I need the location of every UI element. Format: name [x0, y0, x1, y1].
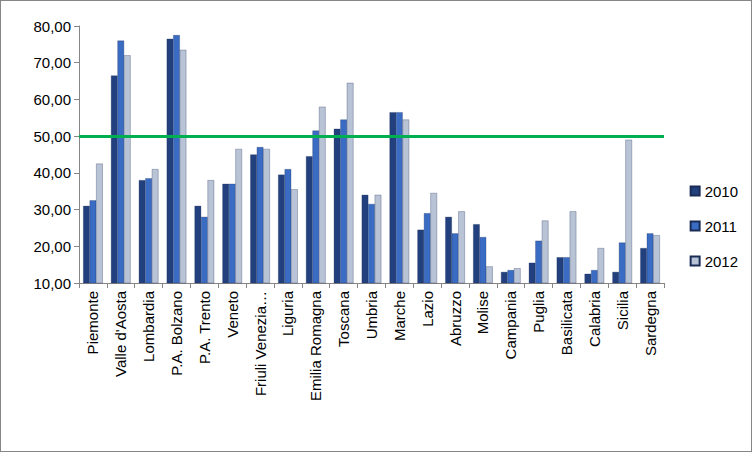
svg-text:Campania: Campania [502, 290, 519, 359]
svg-text:80,00: 80,00 [33, 18, 71, 35]
svg-text:40,00: 40,00 [33, 164, 71, 181]
svg-text:Puglia: Puglia [530, 290, 547, 332]
svg-text:Sardegna: Sardegna [642, 290, 659, 356]
svg-text:50,00: 50,00 [33, 128, 71, 145]
svg-text:P.A. Trento: P.A. Trento [196, 291, 213, 364]
svg-text:Veneto: Veneto [224, 291, 241, 338]
svg-text:Toscana: Toscana [335, 290, 352, 347]
svg-text:2012: 2012 [705, 253, 738, 270]
svg-text:Friuli Venezia…: Friuli Venezia… [252, 291, 269, 396]
svg-text:Molise: Molise [474, 291, 491, 334]
svg-text:Basilicata: Basilicata [558, 290, 575, 355]
svg-text:Calabria: Calabria [586, 290, 603, 347]
svg-text:Umbria: Umbria [363, 290, 380, 339]
svg-text:30,00: 30,00 [33, 201, 71, 218]
svg-text:Lazio: Lazio [419, 291, 436, 327]
svg-text:Liguria: Liguria [279, 290, 296, 336]
svg-text:2011: 2011 [705, 218, 737, 235]
svg-text:Sicilia: Sicilia [614, 290, 631, 330]
svg-text:Marche: Marche [391, 291, 408, 341]
svg-text:70,00: 70,00 [33, 54, 71, 71]
svg-text:2010: 2010 [705, 183, 738, 200]
svg-text:Valle d'Aosta: Valle d'Aosta [112, 290, 129, 377]
svg-text:10,00: 10,00 [33, 275, 71, 292]
svg-text:20,00: 20,00 [33, 238, 71, 255]
svg-text:Lombardia: Lombardia [140, 290, 157, 362]
svg-text:Emilia Romagna: Emilia Romagna [307, 290, 324, 401]
svg-text:P.A. Bolzano: P.A. Bolzano [168, 291, 185, 376]
svg-text:60,00: 60,00 [33, 91, 71, 108]
svg-text:Abruzzo: Abruzzo [447, 291, 464, 346]
svg-text:Piemonte: Piemonte [84, 291, 101, 354]
